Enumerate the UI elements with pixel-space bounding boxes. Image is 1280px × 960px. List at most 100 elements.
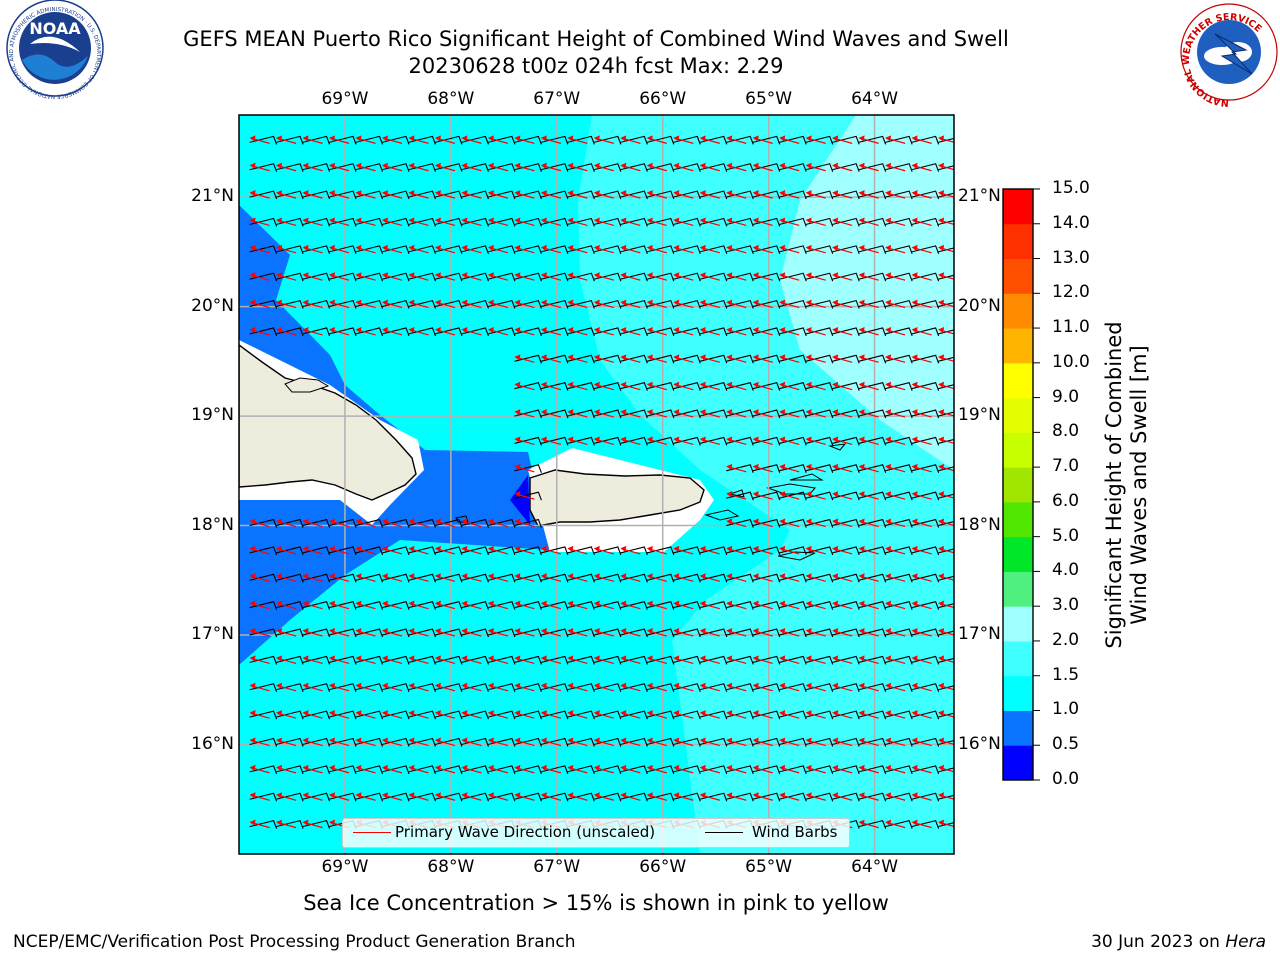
wave-arrow-head [434, 600, 441, 607]
wave-arrow-head [620, 272, 627, 279]
wave-arrow-head [858, 354, 865, 361]
wave-arrow-head [355, 600, 362, 607]
wave-arrow-head [858, 792, 865, 799]
wave-arrow-head [805, 463, 812, 470]
axis-tick-label: 20°N [958, 295, 1001, 316]
wave-arrow-head [593, 326, 600, 333]
wave-arrow-head [567, 710, 574, 717]
wave-arrow-head [858, 381, 865, 388]
wave-arrow-head [911, 600, 918, 607]
wave-arrow-head [276, 299, 283, 306]
wave-arrow-head [329, 682, 336, 689]
wave-arrow-head [805, 272, 812, 279]
wave-arrow-head [911, 463, 918, 470]
wave-arrow-head [249, 573, 256, 580]
wave-arrow-head [593, 600, 600, 607]
wave-arrow-head [832, 710, 839, 717]
wave-arrow-head [593, 217, 600, 224]
wave-arrow-head [805, 655, 812, 662]
wave-arrow-head [487, 190, 494, 197]
wave-arrow-head [276, 764, 283, 771]
colorbar-segment [1003, 745, 1033, 781]
wave-arrow-head [514, 354, 521, 361]
colorbar-segment [1003, 397, 1033, 433]
wave-arrow-head [593, 299, 600, 306]
wave-arrow-head [434, 135, 441, 142]
wave-arrow-head [832, 545, 839, 552]
wave-arrow-head [673, 381, 680, 388]
wave-arrow-head [382, 710, 388, 717]
wave-arrow-head [673, 600, 680, 607]
axis-tick-label: 21°N [958, 186, 1001, 207]
wave-arrow-head [593, 272, 600, 279]
wave-arrow-head [302, 792, 309, 799]
colorbar-tick-label: 15.0 [1052, 178, 1090, 198]
wave-arrow-head [699, 381, 706, 388]
wave-arrow-head [673, 764, 680, 771]
wave-arrow-head [673, 409, 680, 416]
wave-arrow-head [911, 573, 918, 580]
wave-arrow-head [382, 764, 388, 771]
wave-arrow-head [540, 682, 547, 689]
colorbar-tick-label: 6.0 [1052, 490, 1080, 511]
wave-arrow-head [276, 819, 283, 826]
wave-arrow-head [461, 573, 468, 580]
wave-arrow-head [593, 792, 600, 799]
wave-arrow-head [779, 491, 786, 498]
axis-tick-label: 19°N [958, 405, 1001, 426]
wave-arrow-head [885, 573, 892, 580]
wave-arrow-head [805, 217, 812, 224]
vieques-coastline [704, 509, 740, 521]
wave-arrow-head [540, 135, 547, 142]
wave-arrow-head [805, 764, 812, 771]
wave-arrow-head [673, 737, 680, 744]
wave-arrow-head [673, 299, 680, 306]
wave-arrow-head [302, 545, 309, 552]
wave-arrow-head [329, 737, 336, 744]
wave-arrow-head [461, 682, 468, 689]
wave-arrow-head [461, 272, 468, 279]
wave-arrow-head [832, 628, 839, 635]
wave-arrow-head [487, 682, 494, 689]
footer-date-text: 30 Jun 2023 on [1091, 932, 1226, 952]
wave-arrow-head [302, 135, 309, 142]
wave-arrow-head [329, 518, 336, 525]
wave-arrow-head [779, 299, 786, 306]
wave-arrow-head [329, 217, 336, 224]
wave-arrow-head [858, 600, 865, 607]
wave-arrow-head [699, 272, 706, 279]
wave-arrow-head [646, 737, 653, 744]
wave-arrow-head [779, 792, 786, 799]
wave-arrow-head [885, 162, 892, 169]
wave-arrow-head [540, 628, 547, 635]
wave-arrow-head [514, 272, 521, 279]
wave-arrow-head [858, 682, 865, 689]
wave-arrow-head [276, 162, 283, 169]
colorbar-segment [1003, 258, 1033, 294]
wave-arrow-head [646, 573, 653, 580]
wave-arrow-head [514, 737, 521, 744]
wave-arrow-head [355, 545, 362, 552]
wave-arrow-head [620, 655, 627, 662]
wave-arrow-head [593, 409, 600, 416]
axis-tick-label: 65°W [745, 89, 793, 109]
wave-arrow-head [699, 710, 706, 717]
wave-arrow-head [514, 244, 521, 251]
wave-arrow-head [646, 436, 653, 443]
wave-arrow-head [434, 545, 441, 552]
wave-arrow-head [567, 299, 574, 306]
wave-arrow-head [302, 710, 309, 717]
wave-arrow-head [938, 162, 945, 169]
wave-arrow-head [487, 628, 494, 635]
wave-arrow-head [726, 764, 733, 771]
wave-arrow-head [620, 381, 627, 388]
wave-arrow-head [408, 518, 415, 525]
wave-arrow-head [302, 655, 309, 662]
wave-arrow-head [461, 518, 468, 525]
axis-tick-label: 19°N [191, 405, 234, 426]
wave-arrow-head [620, 409, 627, 416]
wave-arrow-head [832, 463, 839, 470]
wave-arrow-head [699, 162, 706, 169]
wave-arrow-head [646, 682, 653, 689]
wave-arrow-head [567, 600, 574, 607]
